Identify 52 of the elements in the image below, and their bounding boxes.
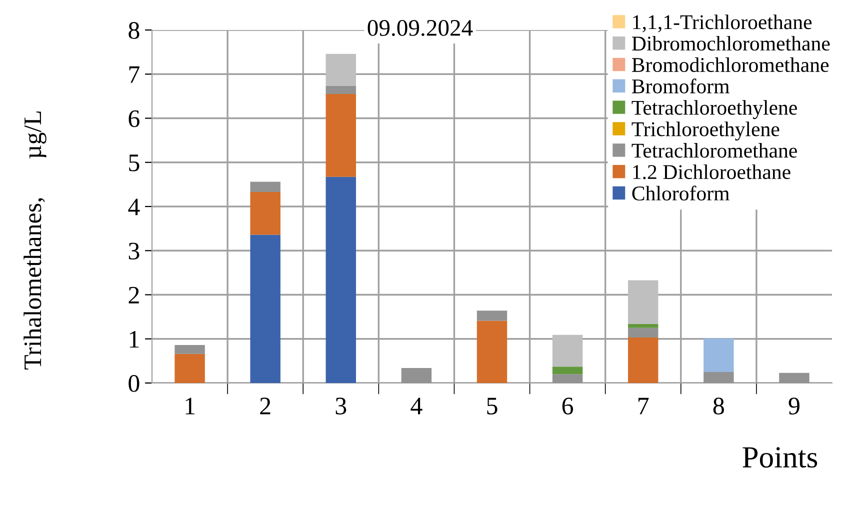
y-tick-label: 2	[128, 286, 139, 304]
bar	[628, 338, 658, 383]
y-tick-label: 4	[128, 198, 140, 216]
bar	[174, 354, 205, 383]
bar	[704, 372, 734, 383]
x-tick-label: 6	[562, 398, 574, 414]
bar	[552, 366, 583, 374]
bar	[174, 345, 205, 354]
y-tick-label: 1	[130, 331, 139, 348]
x-tick-label: 8	[713, 398, 724, 414]
x-tick-label: 1	[186, 398, 195, 414]
legend-label: 1,1,1-Trichloroethane	[633, 14, 812, 32]
bar	[476, 310, 508, 321]
bar	[628, 328, 658, 338]
x-tick-label: 5	[487, 398, 498, 414]
bar	[250, 192, 280, 235]
x-axis-title: Points	[742, 447, 818, 468]
legend-label: Bromoform	[632, 78, 730, 94]
bar	[326, 94, 356, 177]
bar	[628, 280, 658, 324]
x-tick-label: 9	[788, 398, 800, 414]
legend-label: Trichloroethylene	[632, 122, 780, 141]
bar	[250, 234, 280, 383]
bar	[779, 372, 810, 383]
bar	[326, 176, 356, 383]
y-tick-label: 3	[128, 242, 140, 260]
x-tick-label: 7	[638, 398, 649, 414]
bar	[552, 374, 583, 383]
legend-label: Tetrachloroethylene	[632, 100, 797, 120]
bar	[704, 338, 734, 372]
legend-label: Tetrachloromethane	[632, 143, 797, 158]
x-tick-label: 3	[336, 398, 346, 414]
y-tick-label: 7	[129, 66, 140, 83]
bar	[326, 54, 356, 86]
bar	[250, 182, 280, 192]
bar	[628, 324, 658, 328]
bar	[552, 334, 583, 367]
bar	[476, 320, 508, 383]
x-tick-label: 2	[260, 398, 270, 414]
y-tick-label: 5	[129, 154, 140, 172]
legend-label: 1.2 Dichloroethane	[633, 164, 790, 180]
legend-label: Chloroform	[632, 186, 730, 201]
y-tick-label: 6	[128, 110, 140, 128]
annotation: 09.09.2024	[368, 20, 473, 36]
y-axis-title: Trihalomethanes, µg/L	[24, 112, 46, 370]
y-tick-label: 0	[128, 375, 140, 392]
x-tick-label: 4	[410, 398, 422, 414]
bar	[401, 368, 432, 383]
legend-label: Dibromochloromethane	[632, 36, 830, 51]
legend-label: Bromodichloromethane	[632, 57, 829, 72]
bar	[326, 86, 356, 94]
y-tick-label: 8	[128, 22, 140, 39]
